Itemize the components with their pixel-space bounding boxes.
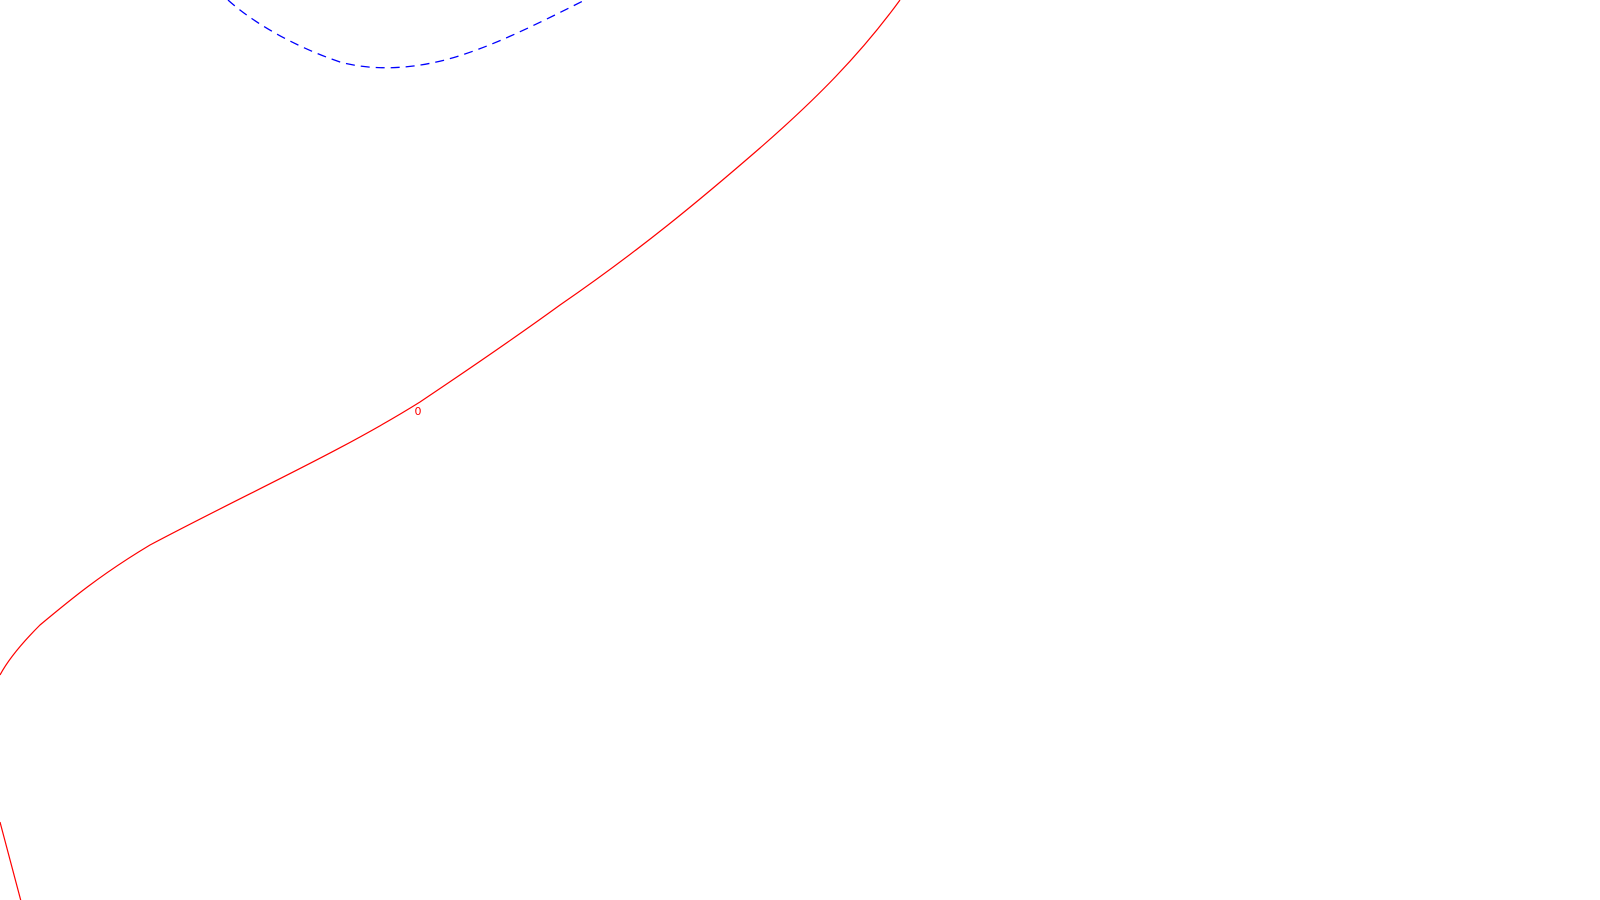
contour-line-zero-main: [0, 0, 901, 676]
contour-label-zero: 0: [415, 405, 422, 418]
contour-line-zero-lower: [0, 821, 22, 900]
contour-line-negative: [227, 0, 586, 69]
